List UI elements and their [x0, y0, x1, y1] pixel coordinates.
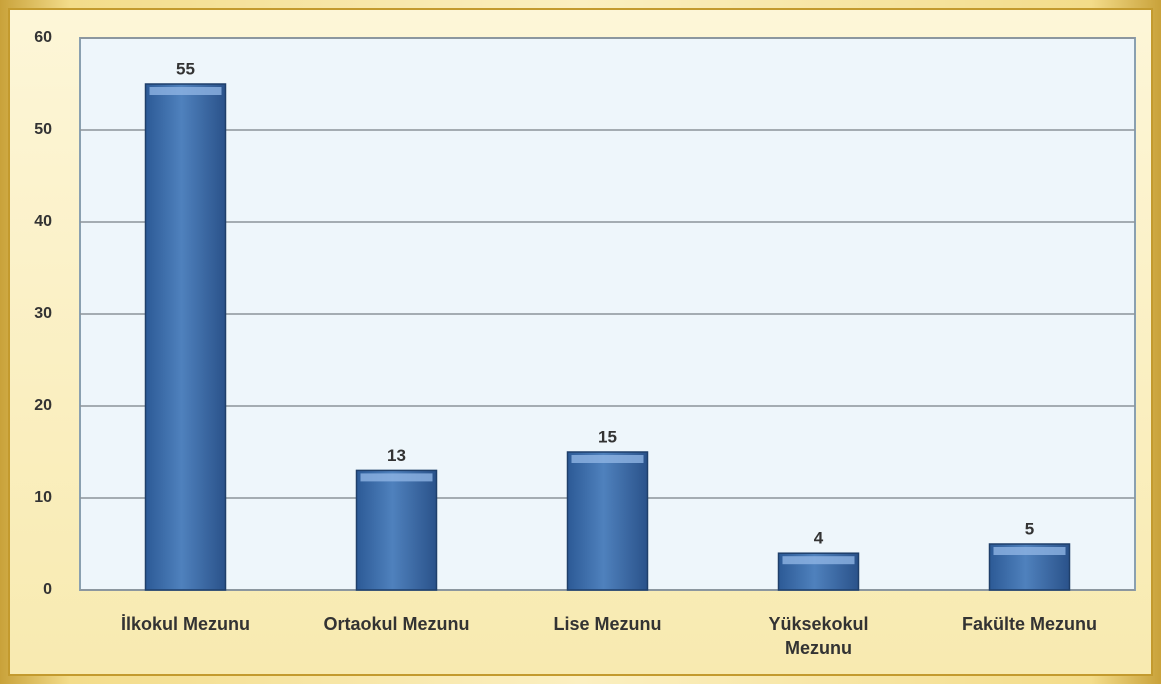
bar — [566, 451, 649, 591]
data-label: 15 — [598, 427, 617, 446]
y-tick-label: 50 — [34, 121, 52, 138]
x-tick-label: Yüksekokul Mezunu — [768, 614, 869, 658]
x-tick-label: Ortaokul Mezunu — [323, 614, 470, 634]
bar-highlight — [149, 87, 222, 95]
bar — [355, 469, 438, 591]
y-tick-label: 20 — [34, 397, 52, 414]
data-label: 5 — [1025, 519, 1034, 538]
x-tick-label: Lise Mezunu — [553, 614, 662, 634]
bar-highlight — [571, 455, 644, 463]
y-tick-label: 30 — [34, 305, 52, 322]
x-tick-label: Fakülte Mezunu — [961, 614, 1097, 634]
bar-highlight — [993, 547, 1066, 555]
data-label: 55 — [176, 59, 195, 78]
y-tick-label: 10 — [34, 489, 52, 506]
x-tick-label: İlkokul Mezunu — [120, 614, 250, 634]
data-label: 13 — [387, 446, 406, 465]
y-tick-label: 60 — [34, 29, 52, 46]
bar — [144, 83, 227, 591]
data-label: 4 — [814, 529, 824, 548]
bar-highlight — [360, 473, 433, 482]
y-tick-label: 40 — [34, 213, 52, 230]
y-tick-label: 0 — [43, 581, 52, 598]
bar-highlight — [782, 556, 855, 565]
